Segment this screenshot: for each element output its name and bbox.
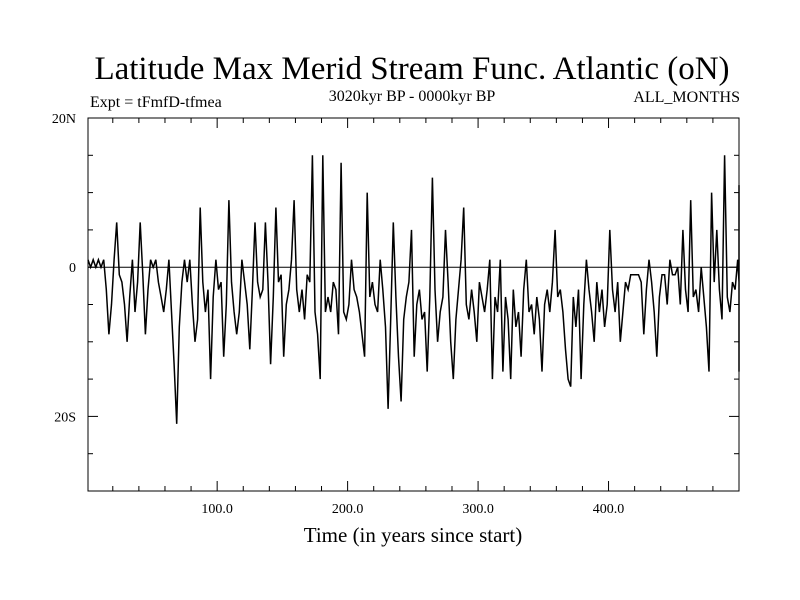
chart-title: Latitude Max Merid Stream Func. Atlantic…	[94, 51, 729, 87]
x-tick-label: 400.0	[593, 502, 625, 517]
y-tick-label: 20N	[52, 112, 76, 127]
subtitle-left: Expt = tFmfD-tfmea	[90, 94, 222, 111]
subtitle-center: 3020kyr BP - 0000kyr BP	[329, 88, 496, 105]
x-tick-label: 200.0	[332, 502, 364, 517]
series-line	[87, 155, 740, 424]
subtitle-right: ALL_MONTHS	[633, 89, 740, 106]
x-axis-ticks: 100.0 200.0 300.0 400.0	[112, 118, 714, 517]
x-tick-label: 300.0	[462, 502, 494, 517]
y-tick-label: 20S	[54, 410, 76, 425]
x-axis-label: Time (in years since start)	[304, 523, 523, 547]
y-tick-label: 0	[69, 261, 76, 276]
x-tick-label: 100.0	[201, 502, 233, 517]
